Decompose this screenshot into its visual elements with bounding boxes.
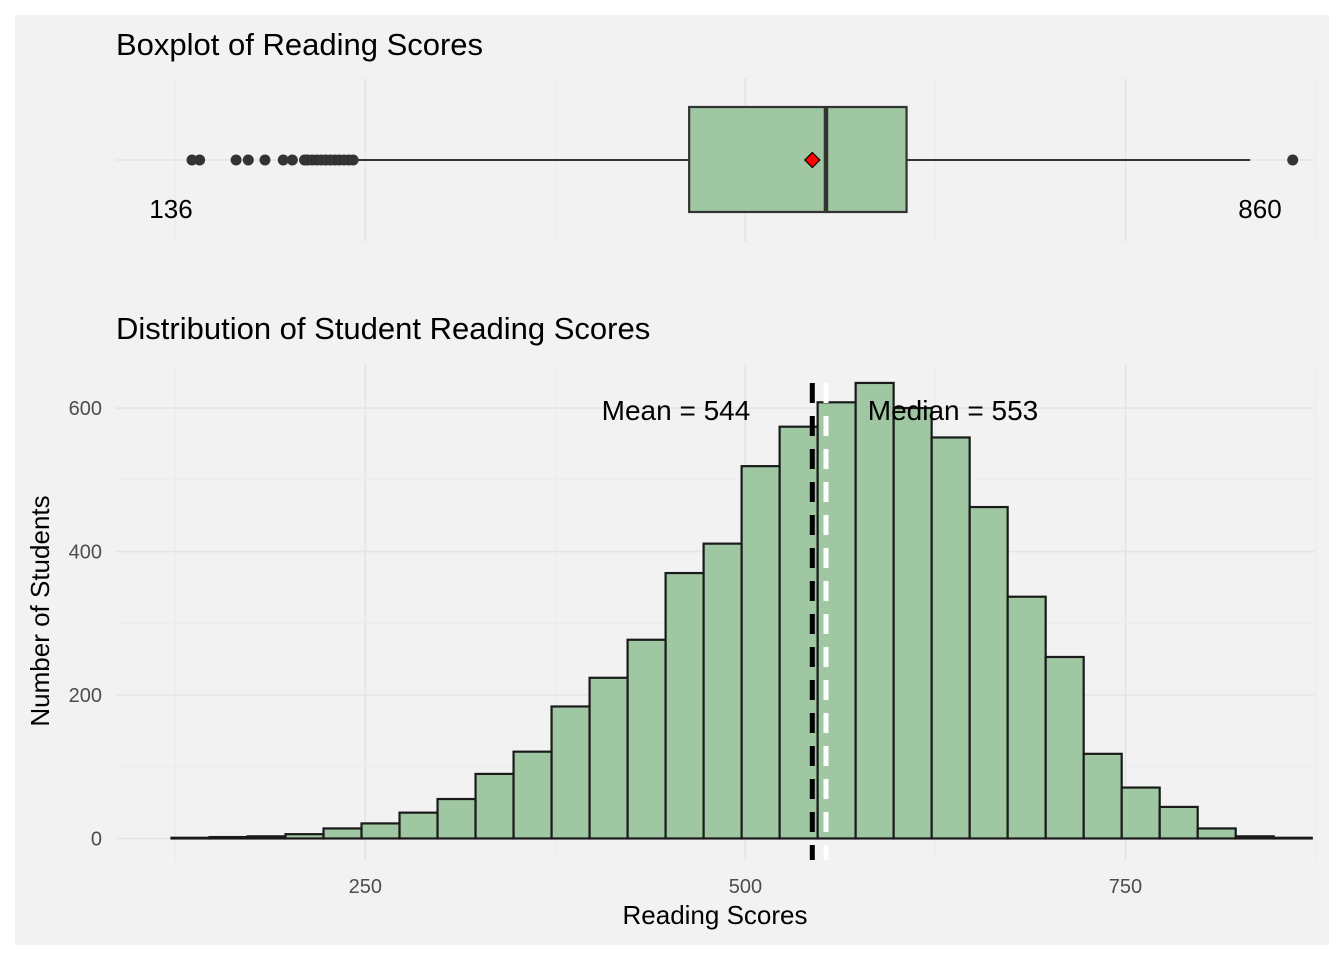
y-tick-label: 400 <box>69 542 102 564</box>
mean-annotation: Mean = 544 <box>602 395 751 426</box>
iqr-box <box>688 105 908 214</box>
histogram-bar <box>170 836 211 840</box>
histogram-bar <box>626 638 667 840</box>
max-label: 860 <box>1238 194 1281 224</box>
outlier-point <box>1287 154 1299 166</box>
histogram-bar <box>512 750 553 840</box>
histogram-bar <box>322 827 363 840</box>
histogram-bar <box>1006 595 1047 840</box>
histogram-bar <box>740 465 781 840</box>
x-tick-labels: 250 500 750 <box>349 876 1143 898</box>
histogram-bar <box>1234 835 1275 840</box>
outlier-point <box>277 154 289 166</box>
y-axis-title: Number of Students <box>25 495 55 726</box>
histogram-title: Distribution of Student Reading Scores <box>116 311 650 346</box>
outlier-point <box>230 154 242 166</box>
histogram-bar <box>436 797 477 840</box>
median-annotation: Median = 553 <box>868 395 1038 426</box>
histogram-bar <box>1158 805 1199 840</box>
histogram-bar <box>816 401 857 840</box>
y-tick-label: 0 <box>91 828 102 850</box>
outlier-point <box>259 154 271 166</box>
y-tick-label: 200 <box>69 685 102 707</box>
boxplot-title: Boxplot of Reading Scores <box>116 27 483 62</box>
histogram-bar <box>968 505 1009 840</box>
histogram-bar <box>588 676 629 840</box>
y-tick-label: 600 <box>69 398 102 420</box>
outlier-point <box>194 154 206 166</box>
histogram-bar <box>284 833 325 840</box>
outlier-point <box>186 154 198 166</box>
histogram-bar <box>1120 786 1161 840</box>
histogram-bar <box>854 381 895 840</box>
histogram-bar <box>1272 836 1313 840</box>
x-tick-label: 500 <box>729 876 762 898</box>
histogram-bar <box>398 811 439 840</box>
histogram-bar <box>1196 827 1237 840</box>
x-axis-title: Reading Scores <box>623 900 808 930</box>
y-tick-labels: 0 200 400 600 <box>69 398 102 850</box>
boxplot-marks <box>186 105 1299 214</box>
x-tick-label: 750 <box>1109 876 1142 898</box>
min-label: 136 <box>149 194 192 224</box>
histogram-bar <box>360 822 401 840</box>
x-tick-label: 250 <box>349 876 382 898</box>
outlier-point <box>242 154 254 166</box>
outlier-point <box>286 154 298 166</box>
reference-lines <box>809 383 829 860</box>
outlier-point <box>347 154 359 166</box>
histogram-panel: Distribution of Student Reading Scores 0… <box>25 311 1317 930</box>
histogram-bar <box>930 436 971 840</box>
mean-marker <box>803 151 821 169</box>
boxplot-panel: Boxplot of Reading Scores 136 860 <box>116 27 1317 242</box>
histogram-bar <box>702 542 743 840</box>
histogram-bar <box>664 571 705 840</box>
histogram-bar <box>246 835 287 840</box>
histogram-bar <box>550 705 591 840</box>
histogram-bar <box>892 406 933 840</box>
histogram-bar <box>208 835 249 840</box>
histogram-bar <box>1044 655 1085 840</box>
histogram-bar <box>474 772 515 840</box>
histogram-bar <box>1082 752 1123 840</box>
